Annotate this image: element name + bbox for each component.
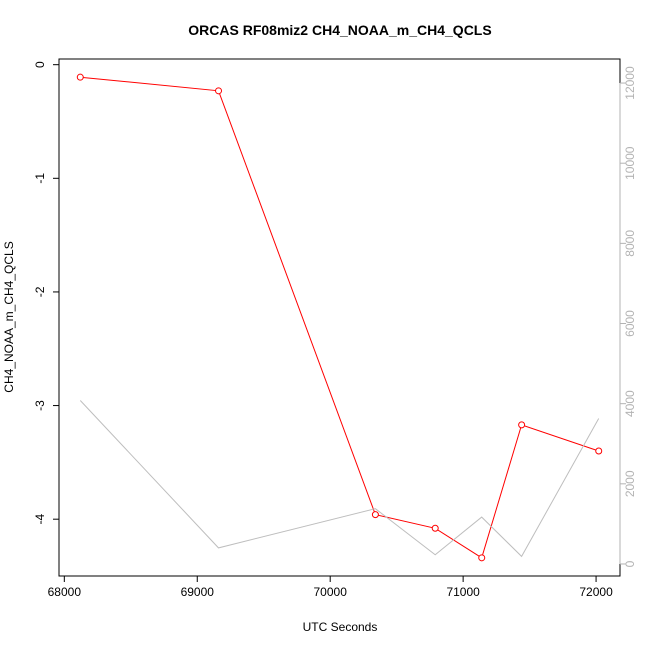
data-point [76,73,84,81]
data-point [595,447,603,455]
x-axis-label: UTC Seconds [303,620,378,634]
data-point [478,554,486,562]
series-line [80,76,599,559]
series-layer [76,73,603,562]
left-axis: 0 -1 -2 -3 -4 [33,61,60,525]
x-tick-label: 72000 [579,585,613,599]
left-tick-label: -4 [33,514,47,525]
right-tick-label: 4000 [623,390,637,417]
right-tick-label: 12000 [623,66,637,100]
series-1 [76,73,603,562]
right-tick-label: 6000 [623,310,637,337]
left-tick-label: 0 [33,61,47,68]
x-tick-label: 70000 [314,585,348,599]
left-tick-label: -2 [33,286,47,297]
data-point [215,87,223,95]
series-line [79,400,600,558]
plot-frame [58,58,621,577]
left-tick-label: -1 [33,173,47,184]
data-point [518,421,526,429]
series-2 [79,400,600,558]
right-tick-label: 8000 [623,230,637,257]
x-tick-label: 69000 [181,585,215,599]
x-tick-label: 71000 [446,585,480,599]
right-tick-label: 2000 [623,470,637,497]
chart-title: ORCAS RF08miz2 CH4_NOAA_m_CH4_QCLS [188,22,491,38]
x-axis: 68000 69000 70000 71000 72000 [48,575,613,599]
y-axis-label: CH4_NOAA_m_CH4_QCLS [2,241,16,392]
left-tick-label: -3 [33,400,47,411]
right-tick-label: 10000 [623,146,637,180]
data-point [371,511,379,519]
data-point [431,524,439,532]
right-axis: 0 2000 4000 6000 8000 10000 12000 [619,66,637,567]
right-tick-label: 0 [623,560,637,567]
x-tick-label: 68000 [48,585,82,599]
